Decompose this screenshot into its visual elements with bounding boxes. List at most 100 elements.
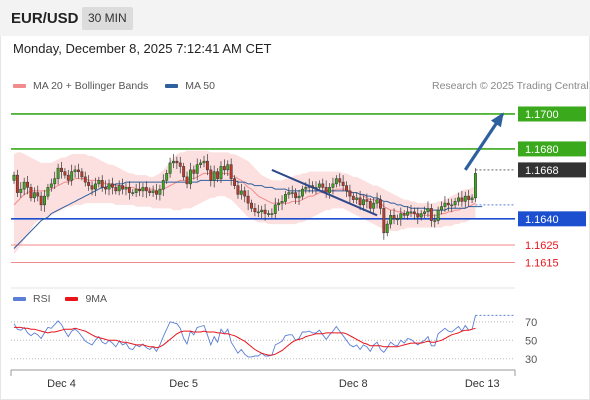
candle-body bbox=[426, 208, 430, 213]
candle-body bbox=[83, 176, 87, 183]
candle-body bbox=[443, 202, 447, 207]
candle-body bbox=[406, 211, 410, 216]
candle-body bbox=[440, 206, 443, 211]
candle-body bbox=[53, 178, 57, 185]
candle-body bbox=[341, 181, 345, 186]
legend-item-rsi: RSI bbox=[13, 293, 53, 305]
candle-body bbox=[345, 185, 348, 192]
legend-swatch-ma20 bbox=[13, 84, 26, 89]
candle-body bbox=[256, 211, 260, 214]
candle-body bbox=[229, 164, 233, 179]
legend-item-ma20-bollinger: MA 20 + Bollinger Bands bbox=[13, 80, 151, 92]
candle-body bbox=[362, 199, 365, 206]
currency-pair-title: EUR/USD bbox=[11, 10, 79, 27]
candle-body bbox=[331, 183, 335, 188]
candle-body bbox=[90, 185, 94, 190]
candle-body bbox=[212, 171, 216, 181]
candle-body bbox=[284, 194, 287, 202]
candle-body bbox=[457, 197, 460, 202]
candle-body bbox=[175, 160, 179, 164]
candle-body bbox=[73, 169, 77, 172]
candle-body bbox=[395, 218, 399, 221]
candle-body bbox=[222, 166, 226, 171]
candle-body bbox=[15, 174, 19, 193]
candle-body bbox=[124, 187, 128, 190]
candle-body bbox=[63, 171, 67, 176]
candle-body bbox=[375, 199, 379, 204]
candle-body bbox=[114, 187, 118, 192]
rsi-level-label: 30 bbox=[525, 354, 537, 366]
candle-body bbox=[80, 171, 84, 178]
candle-body bbox=[351, 195, 355, 200]
candle-body bbox=[189, 169, 192, 185]
candle-body bbox=[216, 171, 220, 179]
x-axis-tick-label: Dec 13 bbox=[465, 378, 500, 390]
candle-body bbox=[168, 162, 172, 174]
ma20-line bbox=[13, 172, 476, 216]
price-level-badge bbox=[518, 141, 586, 157]
price-level-label: 1.1700 bbox=[525, 109, 559, 121]
attribution-text: Research © 2025 Trading Central bbox=[432, 80, 589, 92]
candle-body bbox=[134, 188, 138, 193]
candle-body bbox=[36, 192, 40, 197]
candle-body bbox=[338, 178, 342, 183]
candle-body bbox=[392, 215, 396, 220]
candle-body bbox=[294, 192, 298, 199]
candle-body bbox=[172, 160, 175, 164]
candle-body bbox=[253, 208, 257, 213]
rsi-line bbox=[13, 315, 476, 358]
candle-body bbox=[202, 160, 206, 164]
candle-body bbox=[412, 211, 416, 214]
candle-body bbox=[138, 188, 141, 192]
candle-body bbox=[161, 180, 165, 190]
candle-body bbox=[470, 197, 474, 200]
candle-body bbox=[121, 185, 125, 190]
candle-body bbox=[77, 169, 80, 172]
candle-body bbox=[389, 215, 393, 225]
candle-body bbox=[334, 178, 338, 185]
candle-body bbox=[236, 185, 240, 195]
candle-body bbox=[151, 190, 155, 193]
candle-body bbox=[22, 181, 26, 190]
candle-body bbox=[46, 187, 50, 197]
candle-body bbox=[280, 201, 284, 204]
legend-swatch-9ma bbox=[65, 297, 79, 302]
timeframe-badge[interactable]: 30 MIN bbox=[82, 7, 133, 30]
chart-datetime: Monday, December 8, 2025 7:12:41 AM CET bbox=[13, 41, 272, 56]
candle-body bbox=[141, 187, 145, 192]
candle-body bbox=[43, 195, 46, 206]
candle-body bbox=[66, 174, 70, 181]
legend-swatch-ma50 bbox=[165, 84, 179, 89]
x-axis-tick-label: Dec 4 bbox=[47, 378, 76, 390]
candle-body bbox=[436, 209, 440, 221]
candle-body bbox=[419, 213, 423, 218]
price-level-badge bbox=[518, 211, 586, 227]
candle-body bbox=[100, 180, 104, 188]
rsi-9ma-line bbox=[14, 326, 476, 356]
candle-body bbox=[144, 187, 148, 192]
candle-body bbox=[239, 190, 243, 195]
candle-body bbox=[127, 187, 131, 193]
candle-body bbox=[49, 183, 53, 188]
price-level-label: 1.1625 bbox=[525, 240, 559, 252]
candle-body bbox=[324, 187, 328, 193]
candle-body bbox=[158, 188, 162, 195]
candle-body bbox=[148, 190, 152, 193]
candle-body bbox=[446, 202, 450, 206]
candle-body bbox=[433, 220, 437, 222]
candle-body bbox=[185, 176, 189, 185]
candle-body bbox=[267, 213, 270, 215]
candle-body bbox=[192, 169, 196, 174]
candles-group bbox=[12, 154, 477, 240]
legend-item-ma50: MA 50 bbox=[165, 80, 215, 92]
candle-body bbox=[195, 164, 199, 174]
candle-body bbox=[205, 160, 209, 171]
candle-body bbox=[277, 202, 281, 206]
candle-body bbox=[87, 181, 91, 186]
rsi-level-label: 70 bbox=[525, 317, 537, 329]
candle-body bbox=[12, 174, 16, 181]
candle-body bbox=[233, 178, 236, 186]
candle-body bbox=[260, 209, 264, 213]
candle-body bbox=[243, 190, 247, 197]
